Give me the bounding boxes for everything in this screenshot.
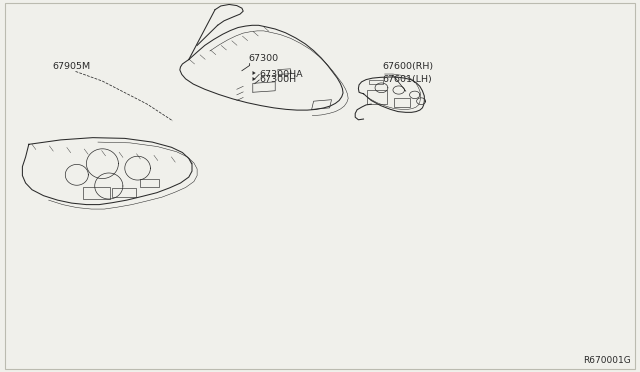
Text: 67600(RH): 67600(RH): [383, 62, 434, 71]
Text: 67300H: 67300H: [260, 76, 297, 84]
Text: 67300: 67300: [248, 54, 278, 63]
Bar: [112, 188, 136, 197]
Text: ‣: ‣: [250, 75, 256, 85]
Text: 67905M: 67905M: [52, 62, 91, 71]
Bar: [367, 90, 387, 104]
Bar: [140, 179, 159, 187]
Bar: [83, 187, 110, 199]
Text: 67300HA: 67300HA: [260, 70, 303, 79]
Bar: [394, 98, 410, 107]
Text: R670001G: R670001G: [582, 356, 630, 365]
Bar: [369, 80, 383, 84]
Text: 67601(LH): 67601(LH): [383, 75, 433, 84]
Text: ‣: ‣: [250, 70, 256, 79]
